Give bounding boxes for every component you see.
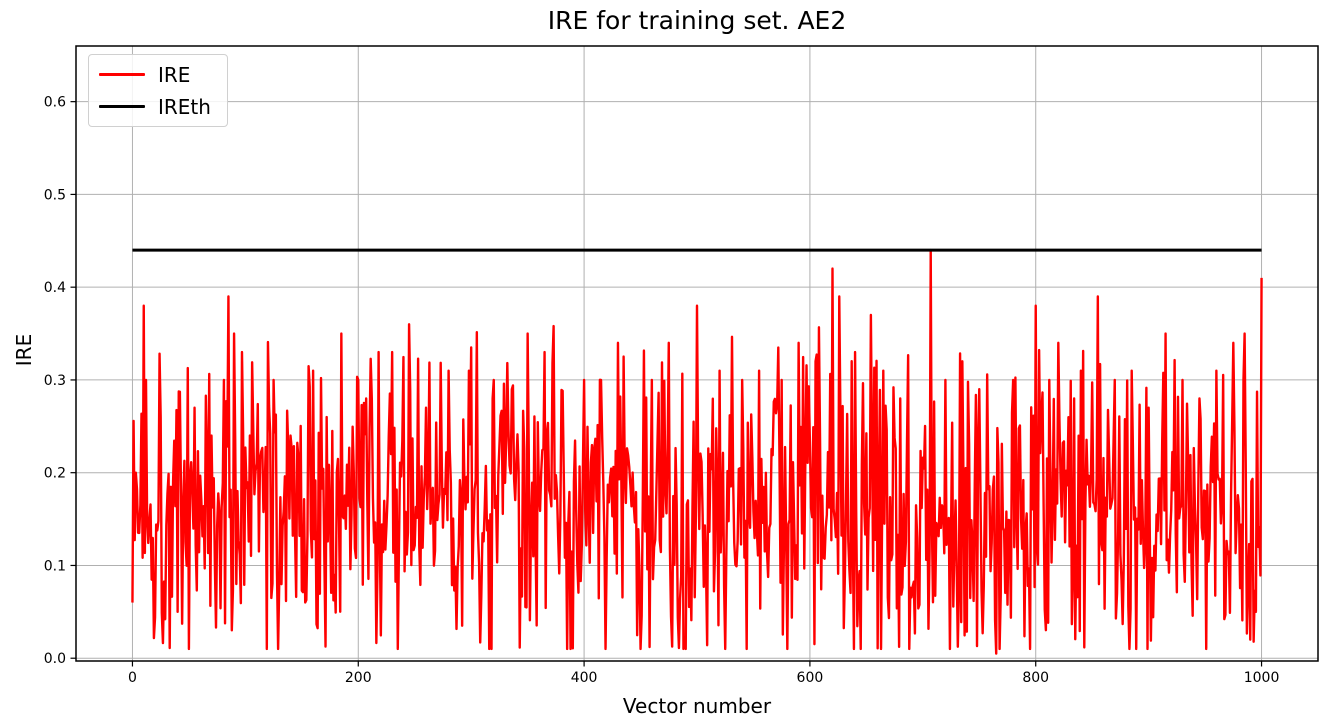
y-axis-label: IRE <box>12 333 36 367</box>
tick-marks <box>70 101 1263 667</box>
ireth-line-sample <box>99 105 145 108</box>
x-tick-label: 400 <box>571 670 598 686</box>
plot-border <box>75 45 1319 662</box>
legend-item-ireth: IREth <box>99 94 217 119</box>
y-tick-label: 0.1 <box>44 558 66 574</box>
legend-item-ire: IRE <box>99 62 217 87</box>
y-tick-label: 0.0 <box>44 651 66 667</box>
legend: IRE IREth <box>88 54 228 127</box>
y-tick-label: 0.2 <box>44 466 66 482</box>
x-tick-label: 0 <box>128 670 137 686</box>
x-tick-label: 600 <box>797 670 824 686</box>
x-tick-label: 800 <box>1022 670 1049 686</box>
y-tick-label: 0.4 <box>44 280 66 296</box>
ire-line-sample <box>99 73 145 76</box>
x-axis-label: Vector number <box>622 694 772 718</box>
ire-series <box>131 248 1263 655</box>
y-tick-label: 0.3 <box>44 373 66 389</box>
legend-label-ireth: IREth <box>158 94 211 119</box>
x-tick-label: 200 <box>345 670 372 686</box>
chart-title: IRE for training set. AE2 <box>547 6 847 35</box>
legend-label-ire: IRE <box>158 62 191 87</box>
y-tick-label: 0.5 <box>44 187 66 203</box>
tick-labels: 0 200 400 600 800 1000 0.0 0.1 0.2 0.3 0.4 0.5 0.6 <box>44 95 1280 686</box>
x-tick-label: 1000 <box>1244 670 1280 686</box>
series-group <box>131 248 1263 655</box>
y-tick-label: 0.6 <box>44 95 66 111</box>
